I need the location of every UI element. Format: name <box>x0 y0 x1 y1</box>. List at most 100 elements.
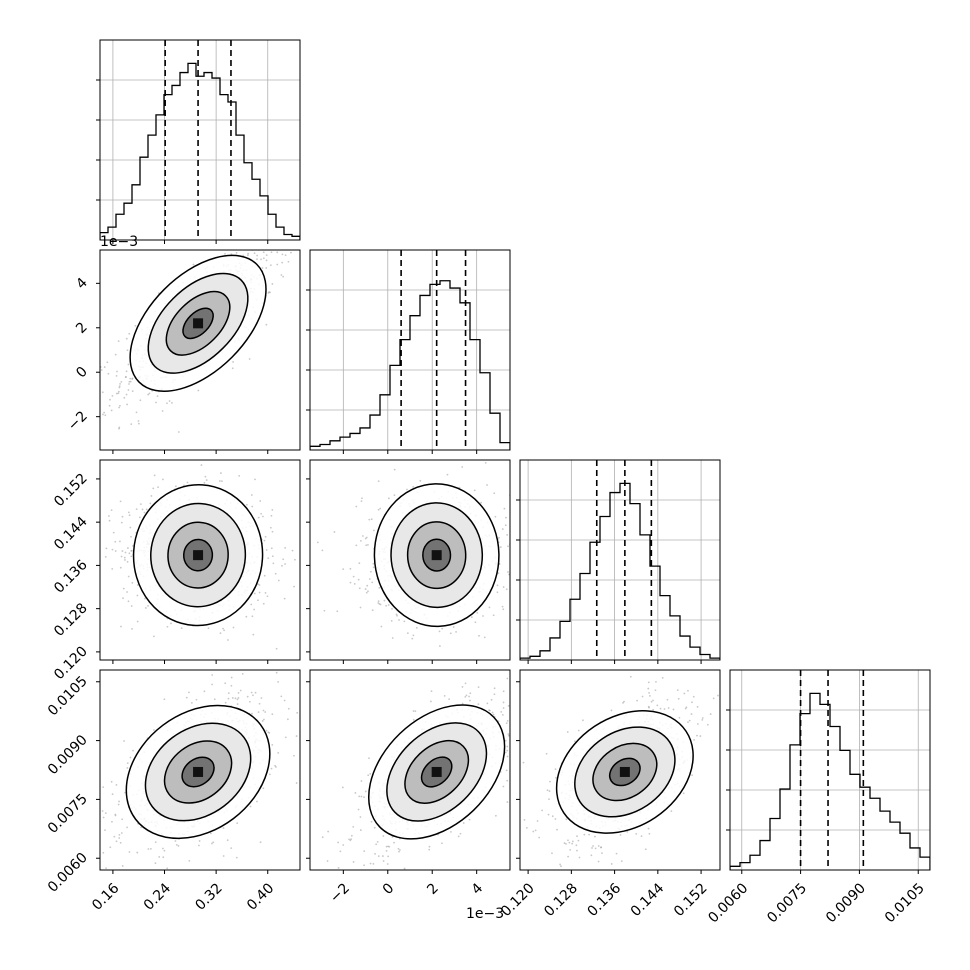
y-tick-label: 0.0105 <box>45 673 91 719</box>
scatter-point <box>390 619 393 622</box>
scatter-point <box>281 261 284 264</box>
scatter-point <box>381 855 384 857</box>
scatter-point <box>306 561 308 563</box>
scatter-point <box>260 512 263 515</box>
scatter-point <box>520 556 522 558</box>
scatter-point <box>678 716 681 719</box>
scatter-point <box>124 551 127 554</box>
scatter-point <box>372 562 375 565</box>
scatter-point <box>156 395 159 397</box>
scatter-point <box>245 503 248 506</box>
scatter-point <box>393 841 395 844</box>
scatter-point <box>365 536 368 539</box>
scatter-point <box>377 480 380 483</box>
scatter-point <box>236 698 239 701</box>
scatter-point <box>412 486 415 488</box>
density-peak <box>193 766 204 777</box>
y-tick-label: 4 <box>73 275 91 293</box>
scatter-point <box>393 494 396 497</box>
scatter-point <box>126 591 128 593</box>
scatter-point <box>506 749 509 752</box>
scatter-point <box>372 566 375 569</box>
y-tick-label: 0.120 <box>51 643 91 683</box>
scatter-point <box>110 409 113 412</box>
scatter-point <box>230 676 233 679</box>
scatter-point <box>348 838 350 841</box>
scatter-point <box>125 337 128 340</box>
scatter-point <box>271 509 274 511</box>
scatter-point <box>303 273 305 275</box>
scatter-point <box>321 836 324 839</box>
scatter-point <box>339 850 342 853</box>
scatter-point <box>135 508 138 511</box>
y-tick-label: 0 <box>73 364 91 382</box>
scatter-point <box>183 873 185 875</box>
density-peak <box>431 550 442 561</box>
scatter-point <box>262 787 265 790</box>
scatter-point <box>224 682 227 685</box>
scatter-point <box>204 475 207 478</box>
scatter-point <box>120 832 123 834</box>
scatter-point <box>126 762 129 764</box>
scatter-point <box>121 515 124 518</box>
scatter-point <box>265 267 268 269</box>
x-tick-label: 0 <box>380 880 398 898</box>
scatter-point <box>246 254 249 257</box>
scatter-point <box>120 625 122 628</box>
scatter-point <box>195 698 198 701</box>
scatter-point <box>377 600 380 603</box>
scatter-point <box>166 625 169 628</box>
scatter-point <box>494 515 497 518</box>
scatter-point <box>353 583 356 585</box>
scatter-point <box>174 485 177 488</box>
scatter-point <box>174 840 177 842</box>
scatter-point <box>163 849 166 852</box>
scatter-point <box>352 861 355 863</box>
scatter-point <box>513 737 515 739</box>
scatter-point <box>115 374 118 377</box>
scatter-point <box>112 531 115 534</box>
scatter-point <box>131 582 134 584</box>
scatter-point <box>180 627 183 629</box>
scatter-point <box>275 647 278 650</box>
x-tick-label: 4 <box>469 880 487 898</box>
scatter-point <box>130 423 133 426</box>
scatter-point <box>115 840 118 843</box>
scatter-point <box>115 784 118 786</box>
scatter-point <box>290 251 292 254</box>
scatter-point <box>212 841 215 844</box>
scatter-point <box>502 707 505 709</box>
scatter-point <box>370 518 373 521</box>
scatter-point <box>470 616 473 619</box>
scatter-point <box>263 574 266 577</box>
scatter-point <box>219 480 221 482</box>
scatter-point <box>525 826 528 829</box>
scatter-point <box>101 391 104 394</box>
scatter-point <box>122 597 124 600</box>
scatter-point <box>502 586 505 588</box>
scatter-point <box>235 856 238 859</box>
scatter-point <box>120 521 123 524</box>
scatter-point <box>265 254 268 256</box>
scatter-point <box>493 693 496 696</box>
scatter-point <box>261 720 264 722</box>
panel-frame <box>309 459 511 661</box>
scatter-point <box>385 849 388 852</box>
scatter-point <box>198 840 201 842</box>
scatter-point <box>507 734 510 737</box>
scatter-point <box>399 849 401 851</box>
scatter-point <box>85 792 87 794</box>
scatter-point <box>124 376 127 379</box>
scatter-point <box>522 785 524 787</box>
scatter-point <box>175 843 178 846</box>
scatter-point <box>311 206 313 208</box>
scatter-point <box>506 719 509 722</box>
scatter-point <box>114 550 117 552</box>
scatter-point <box>496 584 499 587</box>
scatter-point <box>185 696 188 699</box>
scatter-point <box>428 845 431 848</box>
scatter-point <box>387 604 390 606</box>
scatter-point <box>687 689 689 692</box>
scatter-point <box>464 695 467 698</box>
